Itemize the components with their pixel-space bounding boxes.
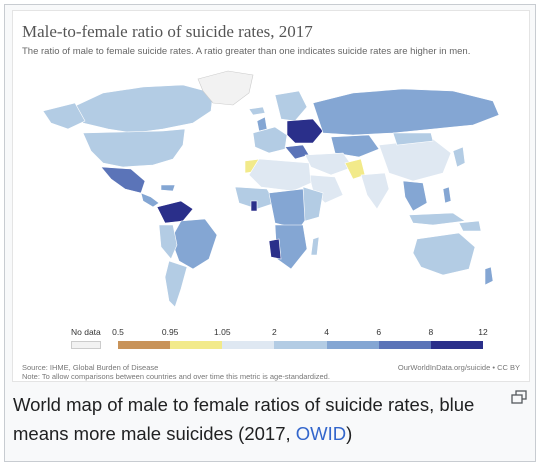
legend-tick-label: 4 xyxy=(324,327,329,337)
chart-note: Note: To allow comparisons between count… xyxy=(22,372,330,381)
region-new-zealand xyxy=(484,266,494,286)
legend-tick-label: 0.5 xyxy=(112,327,124,337)
region-mongolia xyxy=(392,132,434,146)
region-namibia xyxy=(268,238,282,260)
region-east-africa xyxy=(302,186,324,222)
chart-title: Male-to-female ratio of suicide rates, 2… xyxy=(22,22,313,41)
region-usa xyxy=(82,128,186,168)
region-scandinavia xyxy=(274,90,308,122)
owid-link[interactable]: OWID xyxy=(295,423,347,444)
image-caption: World map of male to female ratios of su… xyxy=(13,390,505,448)
figure-frame: Male-to-female ratio of suicide rates, 2… xyxy=(4,4,536,462)
region-philippines xyxy=(442,186,452,204)
region-russia xyxy=(312,88,500,136)
legend-swatch xyxy=(378,341,431,349)
region-eastern-europe xyxy=(286,118,324,144)
legend-tick-label: 12 xyxy=(478,327,488,337)
region-mexico xyxy=(100,166,146,194)
region-iceland xyxy=(248,106,266,116)
region-australia xyxy=(412,232,476,276)
region-kazakhstan xyxy=(330,134,380,158)
region-turkey-iran xyxy=(304,152,354,176)
region-brazil xyxy=(170,218,218,270)
legend-no-data-label: No data xyxy=(71,327,101,337)
legend-tick-label: 0.95 xyxy=(161,327,179,337)
region-central-america xyxy=(140,192,160,208)
legend-no-data-swatch xyxy=(71,341,101,349)
legend-swatch xyxy=(430,341,483,349)
map-chart: Male-to-female ratio of suicide rates, 2… xyxy=(12,10,530,382)
legend-swatch xyxy=(222,341,275,349)
legend-swatch xyxy=(170,341,223,349)
enlarge-icon[interactable] xyxy=(511,390,527,404)
region-balkans xyxy=(284,144,310,160)
region-north-africa xyxy=(248,158,312,192)
legend-swatch xyxy=(118,341,171,349)
region-western-europe xyxy=(252,126,288,154)
region-madagascar xyxy=(310,236,320,256)
region-uk xyxy=(256,116,268,132)
legend-tick-label: 6 xyxy=(376,327,382,337)
legend-tick-label: 8 xyxy=(428,327,434,337)
region-ghana xyxy=(250,200,258,212)
chart-source: Source: IHME, Global Burden of Disease xyxy=(22,363,159,372)
region-alaska xyxy=(42,102,86,130)
region-peru-bolivia xyxy=(158,224,178,260)
region-india xyxy=(360,172,390,210)
chart-brand: OurWorldInData.org/suicide • CC BY xyxy=(397,363,520,372)
region-japan-korea xyxy=(452,146,466,168)
region-caribbean xyxy=(160,184,176,192)
region-indonesia xyxy=(408,212,466,226)
region-venezuela-colombia xyxy=(156,200,194,224)
chart-subtitle: The ratio of male to female suicide rate… xyxy=(22,46,471,57)
region-greenland xyxy=(197,70,254,106)
region-southeast-asia xyxy=(402,180,428,212)
legend-swatch xyxy=(274,341,327,349)
region-papua xyxy=(458,220,482,232)
caption-text: World map of male to female ratios of su… xyxy=(13,394,475,444)
legend-swatch xyxy=(326,341,379,349)
legend-tick-label: 1.05 xyxy=(214,327,231,337)
region-argentina-chile xyxy=(164,260,188,308)
legend-tick-label: 2 xyxy=(272,327,277,337)
caption-end: ) xyxy=(346,423,353,444)
region-china xyxy=(378,138,452,182)
world-map xyxy=(42,70,500,308)
region-west-africa xyxy=(234,186,276,210)
region-arabia xyxy=(308,174,344,204)
region-canada xyxy=(72,84,214,134)
